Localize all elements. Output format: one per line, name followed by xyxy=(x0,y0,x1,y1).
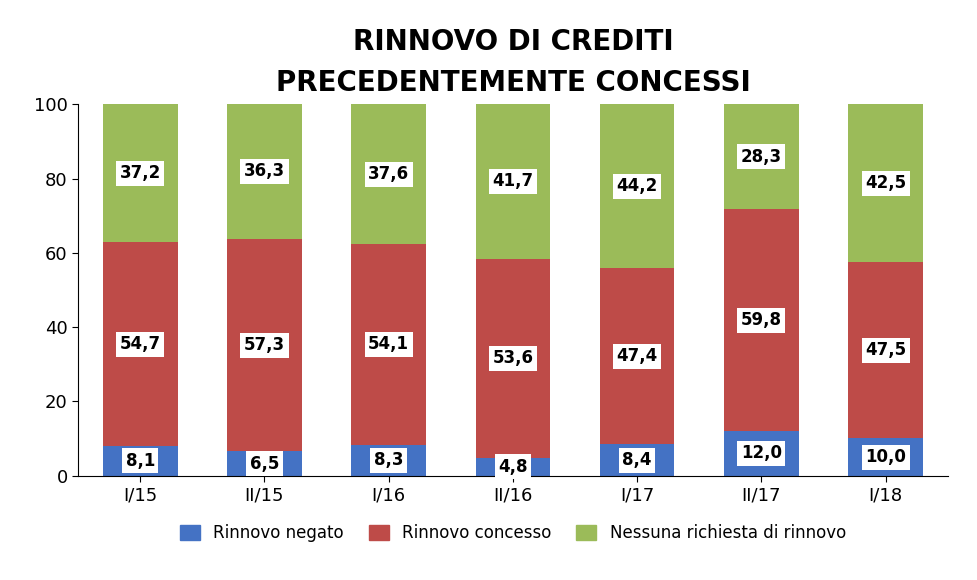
Text: 36,3: 36,3 xyxy=(244,162,285,180)
Text: 54,7: 54,7 xyxy=(120,335,161,353)
Bar xyxy=(476,104,550,259)
Bar xyxy=(724,209,798,431)
Text: 37,6: 37,6 xyxy=(368,165,409,183)
Bar xyxy=(103,242,178,445)
Text: 8,1: 8,1 xyxy=(126,452,155,470)
Bar xyxy=(724,104,798,209)
Bar xyxy=(352,104,426,244)
Text: 12,0: 12,0 xyxy=(741,444,782,462)
Bar xyxy=(352,244,426,445)
Bar xyxy=(228,451,302,476)
Text: 44,2: 44,2 xyxy=(616,177,658,195)
Bar xyxy=(848,104,923,262)
Text: 54,1: 54,1 xyxy=(368,335,409,353)
Bar xyxy=(228,239,302,451)
Text: 6,5: 6,5 xyxy=(250,455,279,473)
Text: 57,3: 57,3 xyxy=(244,336,285,354)
Text: 47,5: 47,5 xyxy=(865,341,906,360)
Text: 10,0: 10,0 xyxy=(866,448,906,466)
Text: 8,4: 8,4 xyxy=(622,451,652,469)
Text: 28,3: 28,3 xyxy=(741,147,782,165)
Bar xyxy=(848,438,923,476)
Bar xyxy=(228,104,302,239)
Bar xyxy=(600,104,674,269)
Legend: Rinnovo negato, Rinnovo concesso, Nessuna richiesta di rinnovo: Rinnovo negato, Rinnovo concesso, Nessun… xyxy=(173,517,853,549)
Text: 42,5: 42,5 xyxy=(865,174,906,193)
Bar xyxy=(103,445,178,476)
Text: 37,2: 37,2 xyxy=(119,165,161,183)
Text: PRECEDENTEMENTE CONCESSI: PRECEDENTEMENTE CONCESSI xyxy=(276,69,750,97)
Text: 41,7: 41,7 xyxy=(492,172,533,190)
Text: 47,4: 47,4 xyxy=(616,347,658,365)
Bar xyxy=(600,269,674,444)
Text: 8,3: 8,3 xyxy=(374,451,404,469)
Bar xyxy=(476,259,550,458)
Text: RINNOVO DI CREDITI: RINNOVO DI CREDITI xyxy=(353,28,673,56)
Bar xyxy=(724,431,798,476)
Bar xyxy=(476,458,550,476)
Text: 59,8: 59,8 xyxy=(741,311,782,329)
Text: 4,8: 4,8 xyxy=(498,458,528,476)
Bar xyxy=(848,262,923,438)
Bar xyxy=(600,444,674,476)
Bar xyxy=(103,104,178,242)
Bar xyxy=(352,445,426,476)
Text: 53,6: 53,6 xyxy=(492,349,533,367)
